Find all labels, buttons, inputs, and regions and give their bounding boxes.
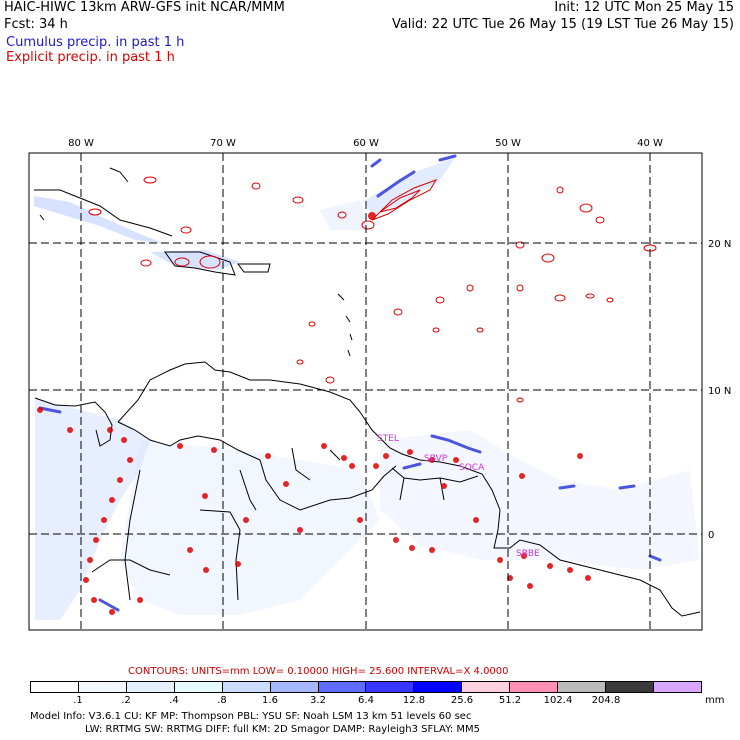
init-time: Init: 12 UTC Mon 25 May 15 (554, 0, 734, 15)
colorbar-tick-label: 51.2 (498, 695, 522, 706)
lon-labels: 80 W 70 W 60 W 50 W 40 W (68, 138, 663, 149)
colorbar-tick-label: .1 (73, 695, 83, 706)
colorbar-tick-label: .4 (169, 695, 179, 706)
colorbar-swatch (653, 682, 701, 692)
station-sbbe: SBBE (516, 549, 540, 559)
lat-lon-grid (29, 153, 702, 630)
colorbar-tick-label: 6.4 (358, 695, 374, 706)
colorbar-tick-label: 12.8 (402, 695, 426, 706)
colorbar-swatch (222, 682, 271, 692)
explicit-contours (88, 176, 657, 403)
colorbar-tick-label: .8 (217, 695, 227, 706)
model-info-line1: Model Info: V3.6.1 CU: KF MP: Thompson P… (30, 711, 472, 722)
lon-label: 80 W (68, 138, 94, 149)
lon-label: 40 W (637, 138, 663, 149)
colorbar-swatch (174, 682, 223, 692)
valid-time: Valid: 22 UTC Tue 26 May 15 (19 LST Tue … (391, 17, 734, 32)
coastlines (34, 167, 701, 617)
lon-label: 60 W (353, 138, 379, 149)
colorbar-tick-label: 1.6 (262, 695, 278, 706)
model-info-line2: LW: RRTMG SW: RRTMG DIFF: full KM: 2D Sm… (85, 724, 481, 735)
colorbar-swatch (31, 682, 79, 692)
colorbar-tick-label: 102.4 (543, 695, 573, 706)
colorbar-swatch (606, 682, 654, 692)
cumulus-cores (38, 154, 662, 612)
forecast-hour: Fcst: 34 h (4, 17, 68, 32)
colorbar-tick-label: .2 (121, 695, 131, 706)
lon-label: 50 W (495, 138, 521, 149)
cumulus-shading (34, 158, 700, 620)
colorbar-tick-label: 204.8 (591, 695, 621, 706)
cumulus-legend: Cumulus precip. in past 1 h (6, 35, 185, 50)
explicit-cores (37, 212, 591, 615)
colorbar-swatch (126, 682, 175, 692)
colorbar-swatch (414, 682, 463, 692)
colorbar (30, 681, 702, 693)
lat-label: 0 (708, 530, 714, 541)
explicit-legend: Explicit precip. in past 1 h (6, 50, 175, 65)
station-soca: SOCA (459, 463, 485, 473)
lat-label: 20 N (708, 239, 731, 250)
lat-label: 10 N (708, 386, 731, 397)
station-labels: STEL SBVP SOCA SBBE (377, 434, 540, 559)
colorbar-swatch (366, 682, 415, 692)
station-stel: STEL (377, 434, 399, 444)
colorbar-swatch (462, 682, 511, 692)
colorbar-tick-labels: .1 .2 .4 .8 1.6 3.2 6.4 12.8 25.6 51.2 102.4 204.8 (30, 695, 702, 707)
colorbar-tick-label: 25.6 (450, 695, 474, 706)
contours-info: CONTOURS: UNITS=mm LOW= 0.10000 HIGH= 25… (128, 666, 509, 677)
lon-label: 70 W (210, 138, 236, 149)
colorbar-swatch (510, 682, 559, 692)
station-sbvp: SBVP (424, 454, 448, 464)
colorbar-swatch (270, 682, 319, 692)
colorbar-swatch (318, 682, 367, 692)
colorbar-tick-label: 3.2 (310, 695, 326, 706)
colorbar-swatch (558, 682, 607, 692)
colorbar-swatch (78, 682, 127, 692)
model-title: HAIC-HIWC 13km ARW-GFS init NCAR/MMM (4, 0, 285, 15)
lat-labels: 20 N 10 N 0 (708, 239, 731, 541)
colorbar-units: mm (705, 695, 725, 706)
